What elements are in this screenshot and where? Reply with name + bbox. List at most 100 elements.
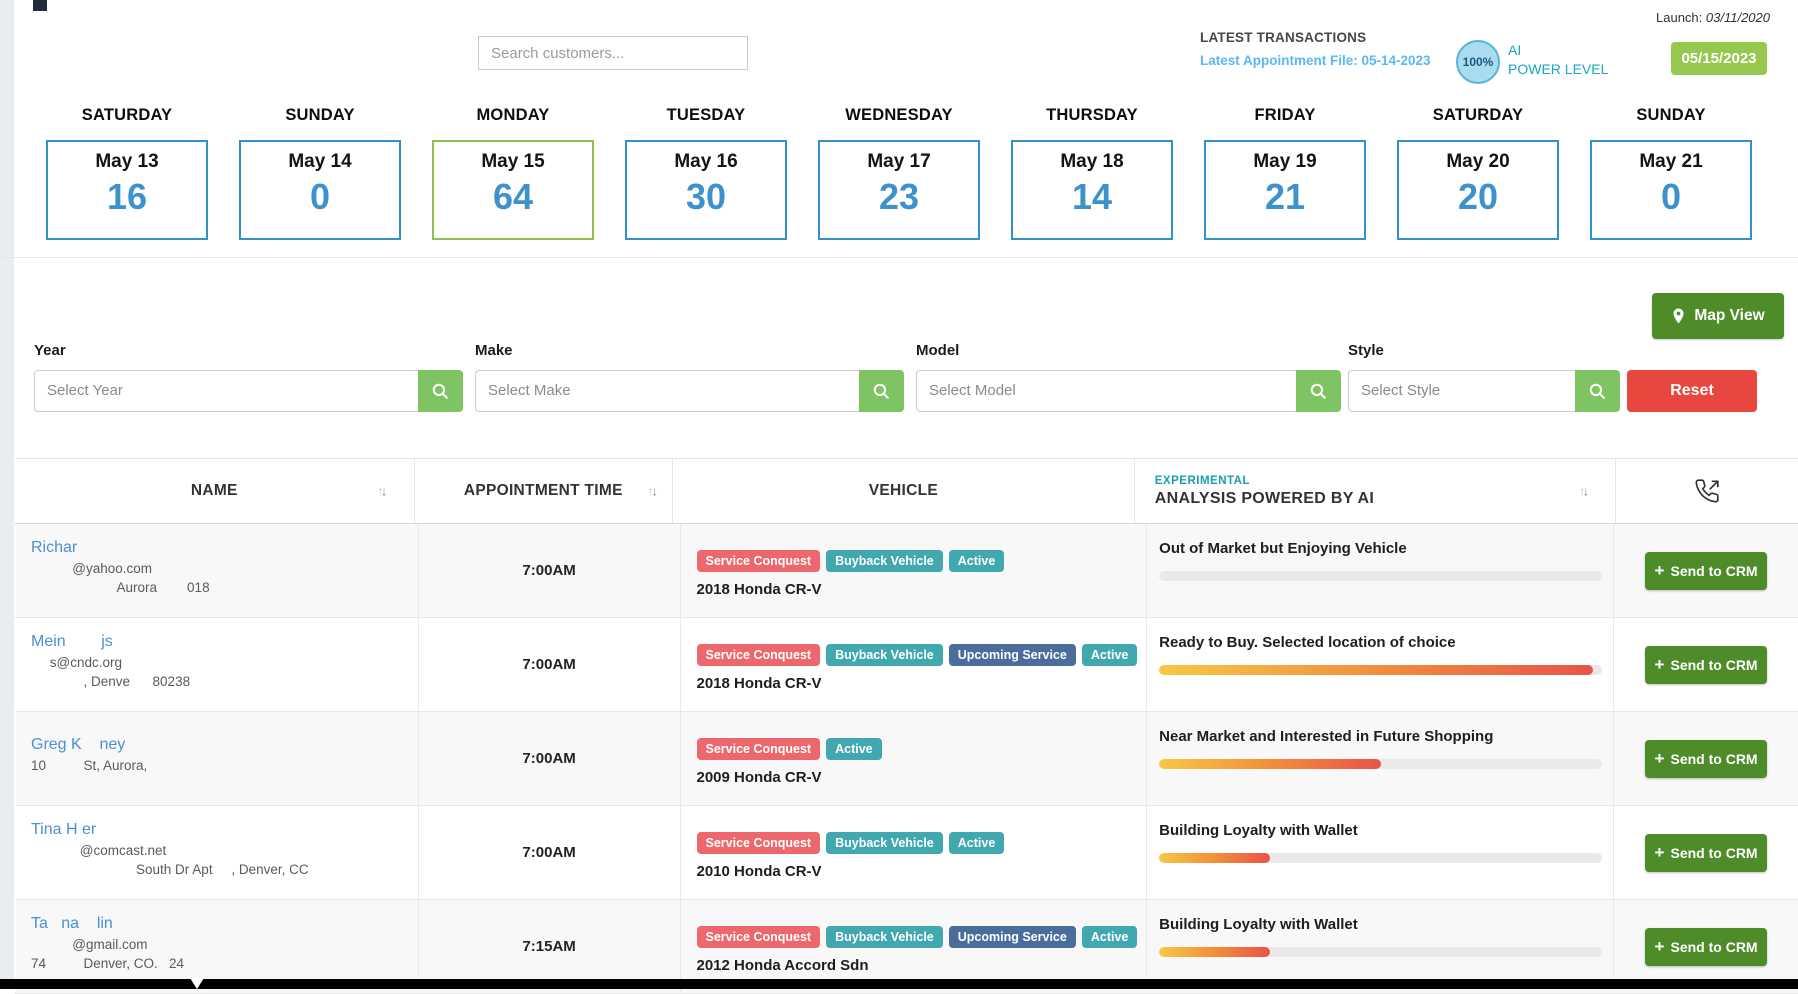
vehicle-badge: Buyback Vehicle [826,832,943,854]
section-divider [0,257,1798,258]
analysis-progress-fill [1159,665,1594,675]
appointment-time: 7:00AM [419,524,681,617]
header-vehicle: VEHICLE [673,459,1135,523]
sort-icon[interactable]: ↑↓ [376,483,388,499]
vehicle-badge: Buyback Vehicle [826,926,943,948]
plus-icon: + [1654,843,1665,862]
customer-email: s@cndc.org [31,655,122,670]
map-pin-icon [1673,308,1684,324]
search-icon [1310,383,1326,399]
table-row: Tina H er @comcast.net South Dr Apt , De… [15,806,1798,900]
day-card-may-21[interactable]: May 21 0 [1590,140,1752,240]
day-card-may-16[interactable]: May 16 30 [625,140,787,240]
analysis-title: Building Loyalty with Wallet [1159,916,1358,933]
vehicle-badge: Service Conquest [696,738,821,760]
analysis-progress-fill [1159,947,1270,957]
analysis-title: Near Market and Interested in Future Sho… [1159,728,1494,745]
table-row: Greg K ney 10 St, Aurora, 7:00AM Service… [15,712,1798,806]
send-to-crm-button[interactable]: + Send to CRM [1645,739,1768,778]
send-to-crm-button[interactable]: + Send to CRM [1645,645,1768,684]
analysis-cell: Building Loyalty with Wallet [1147,806,1615,899]
vehicle-badge: Buyback Vehicle [826,550,943,572]
customer-address: Aurora 018 [31,580,210,595]
make-search-button[interactable] [859,370,904,412]
day-card-may-18[interactable]: May 18 14 [1011,140,1173,240]
vehicle-badge: Active [826,738,882,760]
day-label: SUNDAY [285,106,355,124]
customer-address: , Denve 80238 [31,674,191,689]
day-card-may-15-selected[interactable]: May 15 64 [432,140,594,240]
customer-cell: Richar @yahoo.com Aurora 018 [15,524,419,617]
day-card-may-19[interactable]: May 19 21 [1204,140,1366,240]
analysis-cell: Building Loyalty with Wallet [1147,900,1615,993]
analysis-progress-track [1159,853,1603,863]
vehicle-name: 2012 Honda Accord Sdn [696,957,869,974]
launch-label: Launch: [1656,10,1703,25]
customer-name-link[interactable]: Mein js [31,633,113,650]
header-appointment-time[interactable]: APPOINTMENT TIME ↑↓ [415,459,674,523]
day-card-may-14[interactable]: May 14 0 [239,140,401,240]
header-name[interactable]: NAME ↑↓ [15,459,415,523]
day-card-may-20[interactable]: May 20 20 [1397,140,1559,240]
appointment-time: 7:00AM [419,806,681,899]
current-date-button[interactable]: 05/15/2023 [1671,42,1767,75]
search-icon [432,383,448,399]
phone-outgoing-icon [1695,479,1719,503]
ai-power-badge: 100% [1456,40,1500,84]
analysis-cell: Out of Market but Enjoying Vehicle [1147,524,1615,617]
vehicle-name: 2009 Honda CR-V [696,769,822,786]
model-search-button[interactable] [1296,370,1341,412]
customer-name-link[interactable]: Tina H er [31,821,97,838]
year-select[interactable]: Select Year [34,370,419,412]
make-select[interactable]: Select Make [475,370,860,412]
vehicle-badge: Buyback Vehicle [826,644,943,666]
vehicle-name: 2018 Honda CR-V [696,581,822,598]
send-to-crm-button[interactable]: + Send to CRM [1645,833,1768,872]
vehicle-badge: Service Conquest [696,644,821,666]
sort-icon[interactable]: ↑↓ [1578,483,1590,499]
style-search-button[interactable] [1575,370,1620,412]
vehicle-cell: Service Conquest Buyback Vehicle Active … [681,524,1148,617]
map-view-button[interactable]: Map View [1652,293,1784,339]
analysis-cell: Ready to Buy. Selected location of choic… [1147,618,1615,711]
day-card-may-17[interactable]: May 17 23 [818,140,980,240]
analysis-progress-track [1159,947,1603,957]
day-card-may-13[interactable]: May 13 16 [46,140,208,240]
header-call [1616,459,1798,523]
send-to-crm-button[interactable]: + Send to CRM [1645,927,1768,966]
search-input[interactable] [478,36,748,70]
filter-label-model: Model [916,342,960,359]
vehicle-cell: Service Conquest Buyback Vehicle Upcomin… [681,618,1148,711]
table-row: Mein js s@cndc.org , Denve 80238 7:00AM … [15,618,1798,712]
day-label: WEDNESDAY [845,106,953,124]
sort-icon[interactable]: ↑↓ [647,483,659,499]
day-label: SATURDAY [81,106,173,124]
table-row: Ta na lin @gmail.com 74 Denver, CO. 24 7… [15,900,1798,994]
customer-name-link[interactable]: Richar [31,539,78,556]
plus-icon: + [1654,937,1665,956]
crm-cell: + Send to CRM [1614,524,1798,617]
vehicle-badge: Active [948,550,1005,572]
vehicle-name: 2018 Honda CR-V [696,675,822,692]
vehicle-name: 2010 Honda CR-V [696,863,822,880]
style-select[interactable]: Select Style [1348,370,1576,412]
reset-button[interactable]: Reset [1627,370,1757,412]
year-search-button[interactable] [418,370,463,412]
header-analysis[interactable]: EXPERIMENTAL ANALYSIS POWERED BY AI ↑↓ [1135,459,1617,523]
analysis-progress-track [1159,571,1603,581]
vehicle-badge: Upcoming Service [948,644,1076,666]
latest-appointment-file: Latest Appointment File: 05-14-2023 [1200,53,1431,68]
analysis-progress-track [1159,665,1603,675]
send-to-crm-button[interactable]: + Send to CRM [1645,551,1768,590]
ai-power-percent: 100% [1462,55,1494,69]
model-select[interactable]: Select Model [916,370,1297,412]
day-label: MONDAY [476,106,550,124]
analysis-title: Out of Market but Enjoying Vehicle [1159,540,1407,557]
customer-name-link[interactable]: Greg K ney [31,736,126,753]
day-label: FRIDAY [1254,106,1316,124]
plus-icon: + [1654,655,1665,674]
customer-address: 74 Denver, CO. 24 [31,956,185,971]
bottom-black-bar [0,979,1798,989]
customer-name-link[interactable]: Ta na lin [31,915,113,932]
analysis-title: Ready to Buy. Selected location of choic… [1159,634,1456,651]
